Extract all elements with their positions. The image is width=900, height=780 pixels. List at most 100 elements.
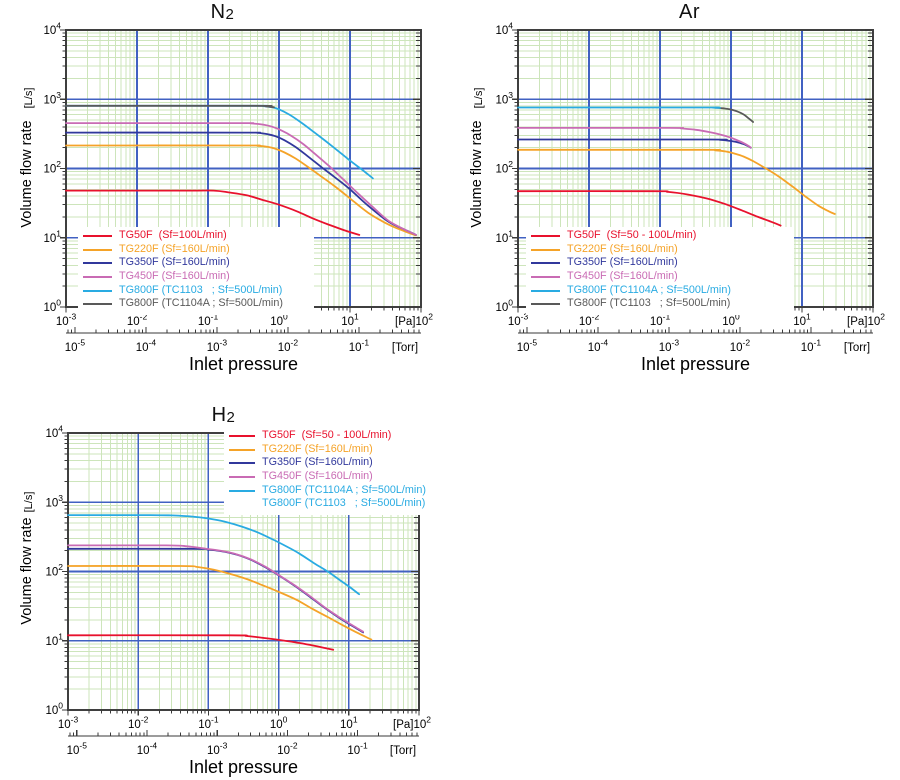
svg-text:10-2: 10-2 <box>277 741 298 758</box>
legend-item-tg800f-tc1104a: TG800F (TC1104A ; Sf=500L/min) <box>224 484 440 498</box>
svg-text:103: 103 <box>45 493 63 510</box>
legend-label: TG800F (TC1103 ; Sf=500L/min) <box>119 283 283 296</box>
legend-label: TG800F (TC1103 ; Sf=500L/min) <box>262 497 426 510</box>
svg-text:101: 101 <box>340 715 358 732</box>
svg-text:10-4: 10-4 <box>136 338 157 355</box>
legend-label: TG800F (TC1104A ; Sf=500L/min) <box>119 297 283 310</box>
svg-text:100: 100 <box>270 312 288 329</box>
legend-item-tg350f: TG350F (Sf=160L/min) <box>224 456 440 470</box>
svg-text:10-3: 10-3 <box>58 715 79 732</box>
title-subscript: 2 <box>226 409 236 426</box>
grid-major <box>518 30 873 307</box>
legend-swatch <box>531 289 560 292</box>
legend-item-tg350f: TG350F (Sf=160L/min) <box>78 256 314 270</box>
legend-label: TG350F (Sf=160L/min) <box>262 456 373 469</box>
svg-text:10-1: 10-1 <box>198 715 219 732</box>
svg-text:104: 104 <box>45 424 63 441</box>
svg-text:10-2: 10-2 <box>128 715 149 732</box>
legend-label: TG220F (Sf=160L/min) <box>567 242 678 255</box>
tick-labels: 100 101 102 103 104 10-3 10-2 10-1 100 101 [Pa]102… <box>43 21 433 355</box>
svg-text:100: 100 <box>270 715 288 732</box>
svg-text:104: 104 <box>43 21 61 38</box>
svg-text:[Torr]: [Torr] <box>390 745 416 757</box>
svg-text:101: 101 <box>793 312 811 329</box>
svg-text:10-4: 10-4 <box>588 338 609 355</box>
torr-axis <box>518 327 873 334</box>
legend-item-tg50f: TG50F (Sf=50 - 100L/min) <box>224 429 440 443</box>
legend-label: TG220F (Sf=160L/min) <box>119 242 230 255</box>
legend-swatch <box>83 234 112 237</box>
svg-text:102: 102 <box>43 159 61 176</box>
legend-item-tg800f-tc1103: TG800F (TC1103 ; Sf=500L/min) <box>224 497 440 511</box>
legend-label: TG50F (Sf=100L/min) <box>119 229 227 241</box>
svg-text:[Pa]102: [Pa]102 <box>393 715 431 732</box>
chart-n2: N2 [L/s] Volume flow rate Inlet pressure… <box>0 0 450 390</box>
curve-tg450f <box>65 122 417 236</box>
legend-swatch <box>229 503 255 505</box>
legend-label: TG350F (Sf=160L/min) <box>567 256 678 269</box>
legend-item-tg450f: TG450F (Sf=160L/min) <box>224 470 440 484</box>
legend-item-tg800f-tc1103: TG800F (TC1103 ; Sf=500L/min) <box>526 297 794 311</box>
svg-text:10-1: 10-1 <box>198 312 219 329</box>
legend-swatch <box>229 475 255 478</box>
svg-text:10-5: 10-5 <box>65 338 86 355</box>
curves <box>65 104 417 237</box>
curve-tg220f <box>67 565 373 641</box>
svg-text:100: 100 <box>43 298 61 315</box>
svg-text:[Pa]102: [Pa]102 <box>847 312 885 329</box>
svg-text:10-3: 10-3 <box>659 338 680 355</box>
tick-labels: 100 101 102 103 104 10-3 10-2 10-1 100 101 [Pa]102… <box>495 21 885 355</box>
curve-tg800f-tc1103 <box>714 106 754 123</box>
curve-tg350f <box>65 131 417 236</box>
svg-text:10-1: 10-1 <box>349 338 370 355</box>
legend-swatch <box>229 489 255 492</box>
x-axis-label: Inlet pressure <box>640 354 751 374</box>
svg-text:10-1: 10-1 <box>650 312 671 329</box>
svg-text:10-1: 10-1 <box>801 338 822 355</box>
legend-swatch <box>531 303 560 306</box>
chart-h2: H2 [L/s] Volume flow rate Inlet pressure… <box>0 400 460 780</box>
svg-text:10-3: 10-3 <box>508 312 529 329</box>
svg-text:100: 100 <box>495 298 513 315</box>
curve-tg350f <box>517 138 752 149</box>
legend-swatch <box>531 248 560 251</box>
svg-text:101: 101 <box>341 312 359 329</box>
title-main: N <box>210 1 226 23</box>
svg-text:10-2: 10-2 <box>278 338 299 355</box>
curve-tg220f <box>65 144 417 237</box>
legend-h2: TG50F (Sf=50 - 100L/min) TG220F (Sf=160L/… <box>224 427 440 515</box>
chart-title-n2: N2 <box>45 1 400 24</box>
curve-tg800f-tc1104a <box>67 514 360 596</box>
legend-label: TG50F (Sf=50 - 100L/min) <box>567 229 697 241</box>
grid-major <box>66 30 421 307</box>
legend-item-tg800f-tc1104a: TG800F (TC1104A ; Sf=500L/min) <box>78 297 314 311</box>
svg-text:10-2: 10-2 <box>127 312 148 329</box>
curves <box>67 514 373 651</box>
curve-tg800f-tc1104a <box>65 104 275 109</box>
legend-ar: TG50F (Sf=50 - 100L/min) TG220F (Sf=160L/… <box>526 227 794 315</box>
svg-text:10-3: 10-3 <box>56 312 77 329</box>
legend-item-tg220f: TG220F (Sf=160L/min) <box>78 243 314 257</box>
legend-item-tg220f: TG220F (Sf=160L/min) <box>526 243 794 257</box>
legend-label: TG350F (Sf=160L/min) <box>119 256 230 269</box>
legend-swatch <box>83 275 112 278</box>
legend-swatch <box>83 303 112 306</box>
svg-text:102: 102 <box>495 159 513 176</box>
torr-axis <box>68 730 419 737</box>
legend-swatch <box>531 234 560 237</box>
chart-title-h2: H2 <box>48 404 399 427</box>
chart-title-ar: Ar <box>512 1 867 24</box>
x-axis-label: Inlet pressure <box>188 354 299 374</box>
curve-tg50f <box>67 634 335 651</box>
legend-swatch <box>229 462 255 465</box>
title-main: Ar <box>679 1 700 23</box>
legend-label: TG50F (Sf=50 - 100L/min) <box>262 429 392 441</box>
legend-item-tg450f: TG450F (Sf=160L/min) <box>78 270 314 284</box>
svg-text:10-5: 10-5 <box>517 338 538 355</box>
curve-tg220f <box>517 148 836 215</box>
svg-text:10-3: 10-3 <box>207 741 228 758</box>
svg-text:10-4: 10-4 <box>137 741 158 758</box>
chart-ar: Ar [L/s] Volume flow rate Inlet pressure… <box>450 0 900 390</box>
svg-text:101: 101 <box>495 228 513 245</box>
